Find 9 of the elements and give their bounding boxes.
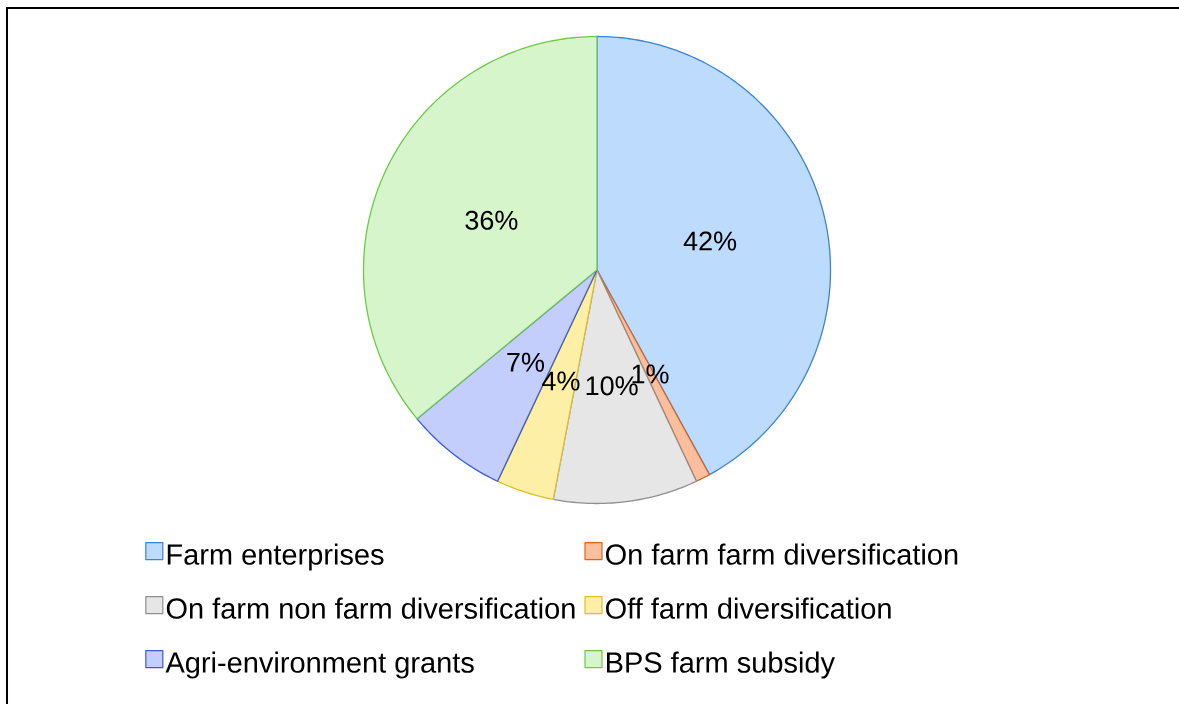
legend-label: Off farm diversification (605, 597, 891, 619)
legend-label: Agri-environment grants (165, 651, 474, 679)
data-label: 7% (507, 352, 544, 372)
data-label: 42% (683, 231, 737, 251)
data-label: 36% (465, 210, 518, 230)
legend-label: BPS farm subsidy (606, 651, 835, 679)
legend-label: Farm enterprises (167, 543, 384, 571)
legend-label: On farm non farm diversification (166, 597, 575, 619)
legend-label: On farm farm diversification (605, 543, 958, 565)
